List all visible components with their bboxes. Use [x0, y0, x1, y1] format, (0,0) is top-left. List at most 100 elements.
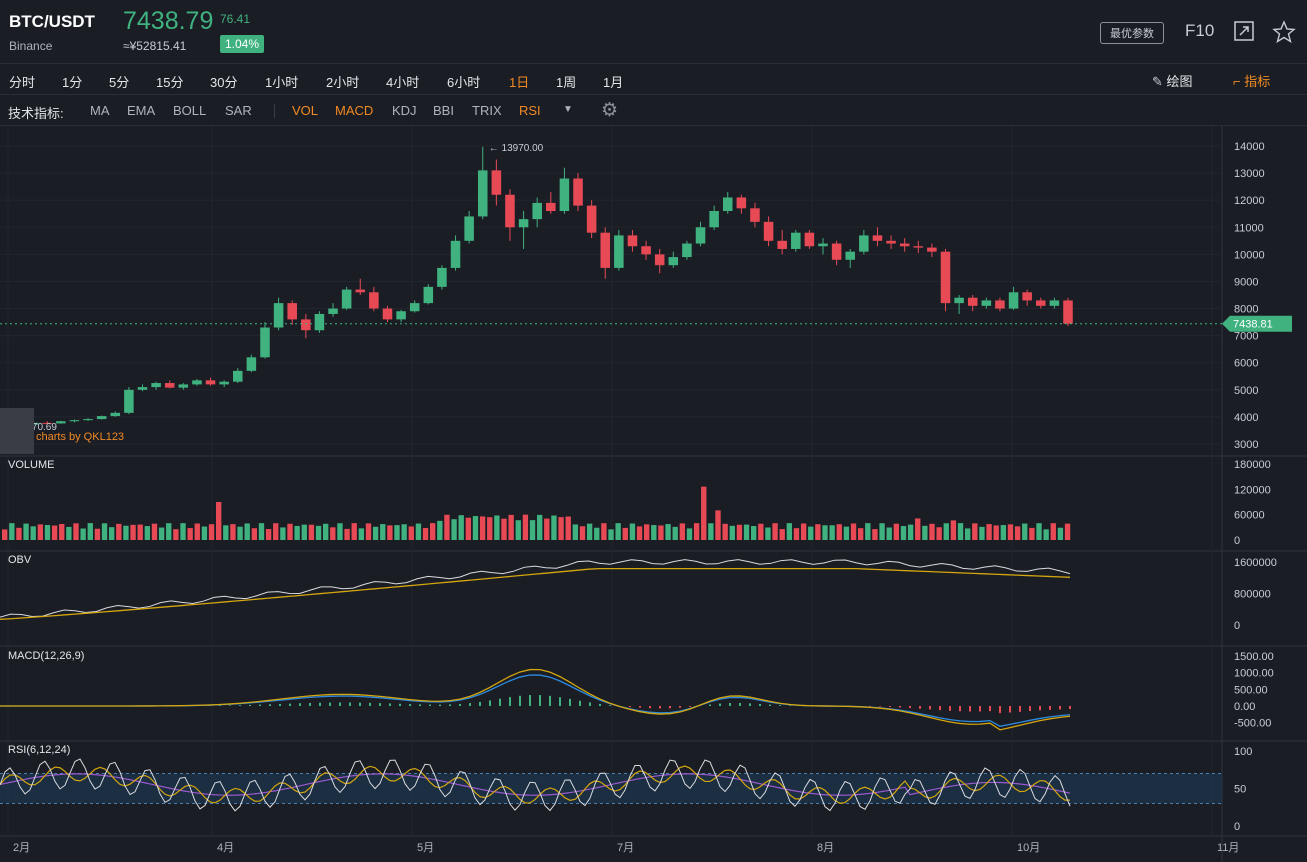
volume-bar	[80, 528, 86, 540]
exchange-name: Binance	[9, 39, 53, 53]
volume-bar	[258, 523, 265, 540]
volume-bar	[665, 524, 671, 540]
ind-sar[interactable]: SAR	[225, 103, 252, 118]
candle-body	[137, 387, 148, 390]
volume-bar	[479, 516, 486, 540]
candle-body	[450, 240, 461, 268]
price-tick-label: 3000	[1234, 439, 1258, 451]
volume-bar	[494, 515, 500, 540]
candle-body	[532, 202, 542, 220]
ind-bbi[interactable]: BBI	[433, 103, 454, 118]
candle-body	[586, 205, 597, 233]
chart-canvas[interactable]: 2月 4月 5月 7月 8月 10月 11月140001300012000110001000…	[0, 126, 1307, 862]
volume-bar	[23, 523, 29, 540]
tf-6h[interactable]: 6小时	[447, 75, 481, 90]
volume-bar	[608, 529, 614, 540]
ind-macd[interactable]: MACD	[335, 103, 374, 118]
volume-bar	[273, 523, 279, 540]
volume-bar	[173, 529, 179, 540]
tf-15min[interactable]: 15分	[156, 75, 184, 90]
f10-button[interactable]: F10	[1185, 21, 1215, 40]
volume-bar	[629, 523, 636, 540]
volume-bar	[1022, 523, 1028, 540]
symbol-name[interactable]: BTC/USDT	[9, 12, 95, 31]
watermark-text: charts by QKL123	[36, 431, 125, 443]
star-icon[interactable]	[1272, 20, 1296, 50]
pencil-icon: ✎	[1152, 74, 1163, 89]
timeframe-bar: 分时 1分 5分 15分 30分 1小时 2小时 4小时 6小时 1日 1周 1…	[0, 64, 1307, 95]
volume-bar	[965, 528, 971, 540]
candle-body	[736, 197, 747, 209]
candle-body	[314, 313, 325, 331]
tf-1d[interactable]: 1日	[509, 75, 530, 90]
last-price-label: 7438.81	[1233, 319, 1273, 331]
tf-5min[interactable]: 5分	[109, 75, 130, 90]
panel-title-obv: OBV	[8, 554, 32, 566]
volume-tick-label: 120000	[1234, 484, 1271, 496]
draw-tool[interactable]: ✎ 绘图	[1152, 71, 1193, 90]
macd-lines	[0, 668, 1071, 731]
candle-body	[791, 232, 801, 249]
tf-fenshi[interactable]: 分时	[9, 75, 36, 90]
volume-bar	[323, 523, 329, 540]
volume-bar	[1050, 523, 1056, 540]
fullscreen-icon[interactable]	[1233, 20, 1255, 48]
tf-1h[interactable]: 1小时	[265, 75, 299, 90]
change-percent-badge: 1.04%	[220, 35, 265, 53]
ind-ema[interactable]: EMA	[127, 103, 156, 118]
ind-ma[interactable]: MA	[90, 103, 110, 118]
obv-tick-label: 0	[1234, 620, 1240, 632]
x-tick-label: 4月	[217, 842, 234, 854]
ind-kdj[interactable]: KDJ	[392, 103, 417, 118]
volume-bar	[1014, 526, 1021, 540]
gear-icon[interactable]: ⚙	[601, 100, 619, 121]
tf-4h[interactable]: 4小时	[386, 75, 420, 90]
volume-bar	[458, 515, 464, 540]
ind-trix[interactable]: TRIX	[472, 103, 502, 118]
candle-body	[491, 170, 502, 195]
volume-bar	[900, 526, 907, 540]
tf-1min[interactable]: 1分	[62, 75, 83, 90]
volume-bar	[579, 526, 586, 540]
best-params-button[interactable]: 最优参数	[1100, 22, 1164, 44]
ind-vol[interactable]: VOL	[292, 103, 319, 118]
volume-bar	[430, 523, 436, 540]
volume-bar	[829, 525, 835, 540]
candle-body	[246, 357, 257, 371]
candle-body	[505, 194, 515, 228]
volume-bar	[893, 523, 900, 540]
ind-rsi[interactable]: RSI	[519, 103, 541, 118]
volume-bar	[1057, 527, 1064, 540]
dropdown-caret-icon[interactable]: ▼	[563, 104, 573, 115]
candle-body	[328, 308, 338, 314]
indicators-label: 技术指标:	[8, 106, 64, 121]
candle-body	[546, 202, 556, 212]
indicator-label: 指标	[1244, 74, 1271, 89]
volume-bar	[422, 527, 429, 540]
indicator-icon: ⌐	[1233, 74, 1241, 89]
volume-bar	[144, 526, 151, 540]
candle-body	[940, 251, 951, 304]
volume-bar	[622, 527, 628, 540]
candle-body	[750, 208, 760, 222]
tf-1mo[interactable]: 1月	[603, 75, 624, 90]
volume-bar	[472, 516, 479, 540]
indicator-tool[interactable]: ⌐ 指标	[1233, 71, 1270, 90]
tf-2h[interactable]: 2小时	[326, 75, 360, 90]
candle-body	[396, 311, 406, 320]
candle-body	[369, 292, 379, 309]
volume-bar	[344, 528, 350, 540]
ind-boll[interactable]: BOLL	[173, 103, 207, 118]
volume-bar	[372, 526, 379, 540]
tf-1w[interactable]: 1周	[556, 75, 577, 90]
volume-bar	[565, 516, 571, 540]
tf-30min[interactable]: 30分	[210, 75, 238, 90]
candle-body	[641, 246, 651, 255]
volume-bar	[979, 526, 985, 540]
candle-body	[192, 380, 202, 385]
macd-tick-label: -500.00	[1234, 718, 1271, 730]
volume-bar	[380, 524, 386, 540]
obv-line	[0, 559, 1071, 618]
price-tick-label: 10000	[1234, 249, 1265, 261]
volume-bar	[94, 528, 101, 540]
